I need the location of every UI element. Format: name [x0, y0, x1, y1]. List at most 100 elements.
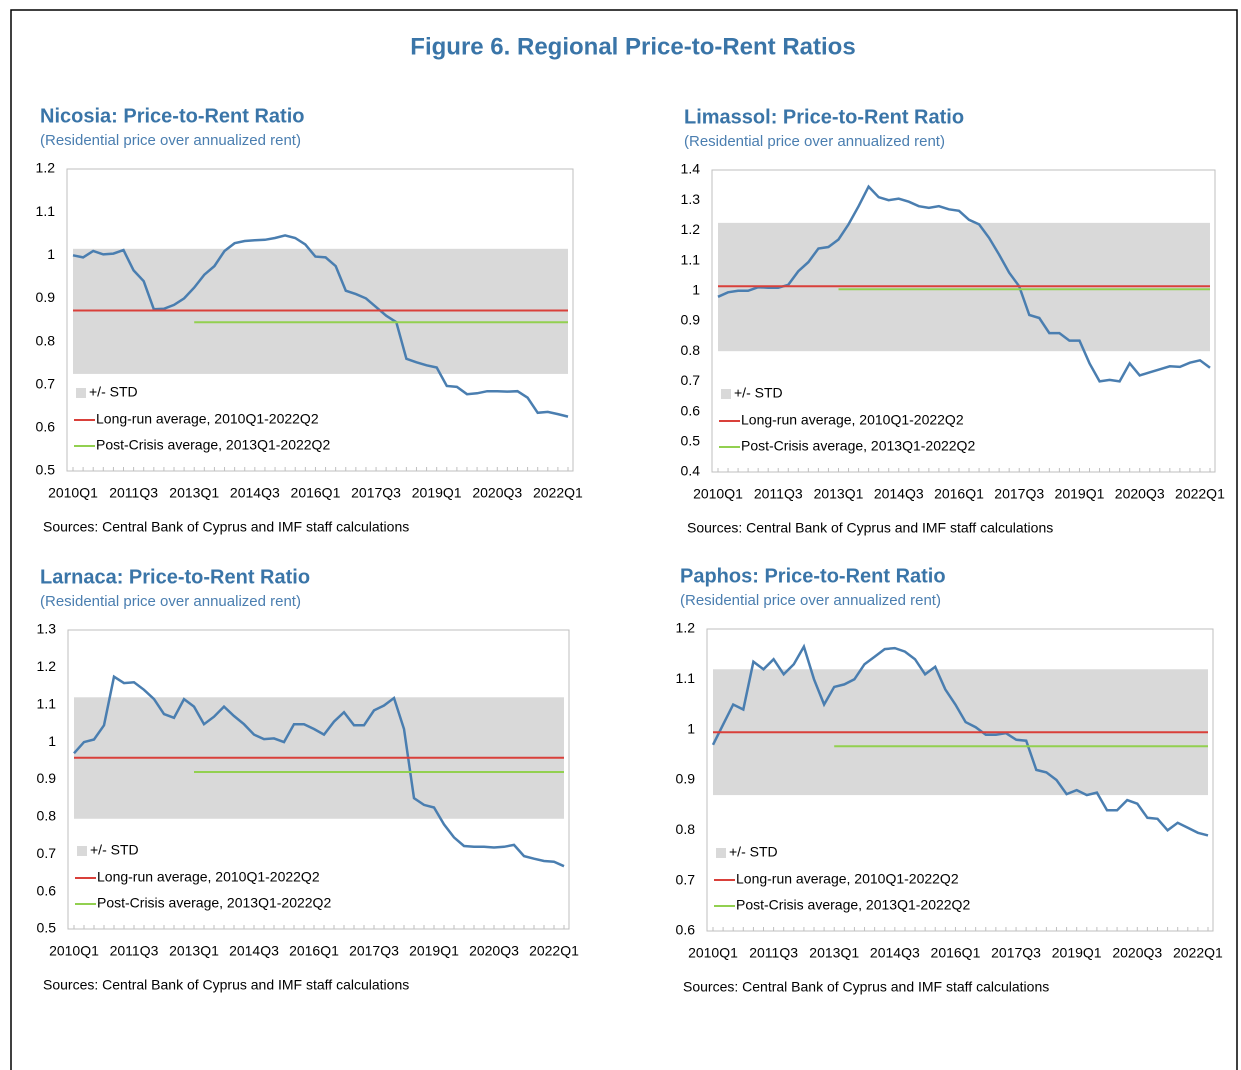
y-tick-label: 0.5: [681, 433, 701, 449]
source-note: Sources: Central Bank of Cyprus and IMF …: [43, 977, 409, 993]
y-tick-label: 0.6: [37, 882, 57, 898]
x-tick-label: 2019Q1: [409, 943, 459, 959]
legend-swatch: [76, 388, 86, 398]
y-tick-label: 0.8: [36, 332, 56, 348]
y-tick-label: 1.1: [681, 251, 701, 267]
y-tick-label: 0.8: [676, 821, 696, 837]
legend-swatch: [77, 846, 87, 856]
x-tick-label: 2011Q3: [110, 943, 159, 959]
chart-subtitle: (Residential price over annualized rent): [40, 593, 301, 610]
x-tick-label: 2017Q3: [351, 485, 401, 501]
y-tick-label: 1.1: [36, 203, 56, 219]
x-tick-label: 2013Q1: [169, 485, 219, 501]
chart-subtitle: (Residential price over annualized rent): [40, 132, 301, 149]
x-tick-label: 2022Q1: [1175, 486, 1225, 502]
x-tick-label: 2010Q1: [49, 943, 99, 959]
x-tick-label: 2020Q3: [1115, 486, 1165, 502]
x-tick-label: 2022Q1: [529, 943, 579, 959]
legend-label: Post-Crisis average, 2013Q1-2022Q2: [96, 437, 330, 453]
ratio-line: [717, 184, 1211, 383]
source-note: Sources: Central Bank of Cyprus and IMF …: [683, 979, 1049, 995]
plot-frame: [66, 168, 574, 472]
x-tick-label: 2019Q1: [1052, 945, 1102, 961]
plot-frame: [706, 628, 1214, 932]
chart-subtitle: (Residential price over annualized rent): [680, 592, 941, 609]
y-tick-label: 1.3: [681, 191, 701, 207]
legend-label: Long-run average, 2010Q1-2022Q2: [741, 412, 964, 428]
y-tick-label: 0.7: [681, 372, 701, 388]
y-tick-label: 0.6: [36, 419, 56, 435]
x-tick-label: 2011Q3: [754, 486, 803, 502]
plot-frame: [67, 629, 570, 930]
x-tick-label: 2014Q3: [229, 943, 279, 959]
x-tick-label: 2010Q1: [48, 485, 98, 501]
legend-swatch: [721, 389, 731, 399]
y-tick-label: 0.5: [37, 920, 57, 936]
y-tick-label: 1: [48, 733, 56, 749]
chart-title: Paphos: Price-to-Rent Ratio: [680, 565, 946, 587]
x-tick-label: 2014Q3: [870, 945, 920, 961]
x-tick-label: 2022Q1: [533, 485, 583, 501]
legend-label: +/- STD: [89, 384, 138, 400]
legend-label: Long-run average, 2010Q1-2022Q2: [736, 871, 959, 887]
source-note: Sources: Central Bank of Cyprus and IMF …: [43, 519, 409, 535]
x-tick-label: 2020Q3: [469, 943, 519, 959]
x-tick-label: 2017Q3: [994, 486, 1044, 502]
y-tick-label: 1: [47, 246, 55, 262]
y-tick-label: 1: [692, 282, 700, 298]
y-tick-label: 0.5: [36, 462, 56, 478]
figure-title: Figure 6. Regional Price-to-Rent Ratios: [410, 33, 855, 60]
source-note: Sources: Central Bank of Cyprus and IMF …: [687, 520, 1053, 536]
legend-label: Post-Crisis average, 2013Q1-2022Q2: [741, 438, 975, 454]
y-tick-label: 1.4: [681, 161, 701, 177]
x-tick-label: 2017Q3: [991, 945, 1041, 961]
legend-swatch: [716, 848, 726, 858]
x-tick-label: 2013Q1: [814, 486, 864, 502]
ratio-line: [711, 643, 1209, 837]
legend-label: +/- STD: [734, 385, 783, 401]
y-tick-label: 0.7: [676, 871, 696, 887]
y-tick-label: 1.1: [37, 695, 57, 711]
x-tick-label: 2016Q1: [931, 945, 981, 961]
legend-label: Post-Crisis average, 2013Q1-2022Q2: [97, 895, 331, 911]
y-tick-label: 0.7: [37, 845, 57, 861]
x-tick-label: 2020Q3: [1112, 945, 1162, 961]
legend-label: Long-run average, 2010Q1-2022Q2: [97, 869, 320, 885]
y-tick-label: 0.4: [681, 463, 701, 479]
legend-label: +/- STD: [90, 842, 139, 858]
x-tick-label: 2014Q3: [230, 485, 280, 501]
y-tick-label: 0.8: [37, 808, 57, 824]
y-tick-label: 0.6: [681, 402, 701, 418]
chart-subtitle: (Residential price over annualized rent): [684, 133, 945, 150]
y-tick-label: 0.6: [676, 922, 696, 938]
y-tick-label: 1.2: [681, 221, 701, 237]
x-tick-label: 2011Q3: [109, 485, 158, 501]
chart-title: Larnaca: Price-to-Rent Ratio: [40, 566, 310, 588]
x-tick-label: 2013Q1: [809, 945, 859, 961]
y-tick-label: 0.9: [676, 771, 696, 787]
y-tick-label: 1.1: [676, 670, 696, 686]
x-tick-label: 2016Q1: [289, 943, 339, 959]
figure-border: [10, 9, 1238, 1070]
y-tick-label: 1: [687, 720, 695, 736]
legend-label: Long-run average, 2010Q1-2022Q2: [96, 411, 319, 427]
legend-label: Post-Crisis average, 2013Q1-2022Q2: [736, 897, 970, 913]
y-tick-label: 0.7: [36, 375, 56, 391]
y-tick-label: 1.2: [36, 160, 56, 176]
x-tick-label: 2010Q1: [693, 486, 743, 502]
y-tick-label: 1.3: [37, 621, 57, 637]
x-tick-label: 2013Q1: [169, 943, 219, 959]
x-tick-label: 2019Q1: [412, 485, 462, 501]
chart-title: Nicosia: Price-to-Rent Ratio: [40, 105, 304, 127]
x-tick-label: 2016Q1: [934, 486, 984, 502]
x-tick-label: 2022Q1: [1173, 945, 1223, 961]
x-tick-label: 2011Q3: [749, 945, 798, 961]
legend-label: +/- STD: [729, 844, 778, 860]
y-tick-label: 0.9: [37, 770, 57, 786]
y-tick-label: 1.2: [37, 658, 57, 674]
y-tick-label: 1.2: [676, 620, 696, 636]
chart-title: Limassol: Price-to-Rent Ratio: [684, 106, 964, 128]
y-tick-label: 0.9: [36, 289, 56, 305]
plot-frame: [711, 169, 1216, 473]
